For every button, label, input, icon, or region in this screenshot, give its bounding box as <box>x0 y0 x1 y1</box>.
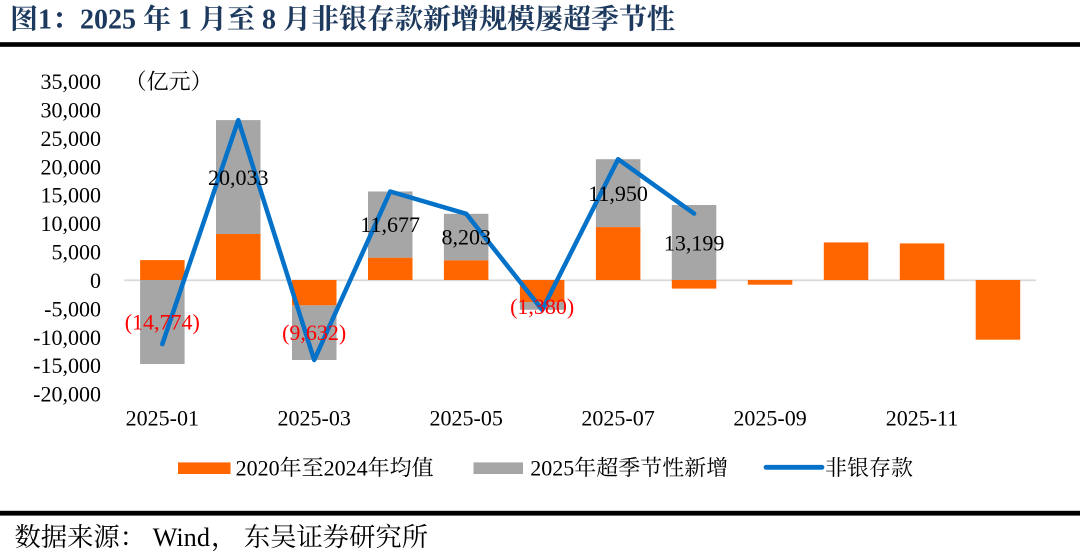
svg-text:(9,632): (9,632) <box>282 320 346 345</box>
svg-text:20,033: 20,033 <box>208 165 269 190</box>
svg-text:2025-05: 2025-05 <box>430 405 503 430</box>
svg-text:10,000: 10,000 <box>41 211 102 236</box>
svg-text:-10,000: -10,000 <box>33 325 101 350</box>
svg-text:15,000: 15,000 <box>41 183 102 208</box>
svg-text:Wind: Wind <box>153 523 210 552</box>
svg-text:(1,380): (1,380) <box>510 294 574 319</box>
svg-text:25,000: 25,000 <box>41 126 102 151</box>
svg-text:35,000: 35,000 <box>41 69 102 94</box>
svg-text:2025-01: 2025-01 <box>126 405 199 430</box>
svg-text:2025-11: 2025-11 <box>886 405 959 430</box>
svg-text:11,677: 11,677 <box>360 212 420 237</box>
svg-text:1: 1 <box>178 5 192 36</box>
svg-text:20,000: 20,000 <box>41 154 102 179</box>
svg-text:2025: 2025 <box>530 455 574 480</box>
svg-text:(14,774): (14,774) <box>125 310 200 335</box>
svg-text:2025-07: 2025-07 <box>581 405 654 430</box>
svg-text:8,203: 8,203 <box>441 224 491 249</box>
svg-text:2025-03: 2025-03 <box>278 405 351 430</box>
svg-text:2020: 2020 <box>236 455 280 480</box>
svg-text:11,950: 11,950 <box>588 181 648 206</box>
svg-text:-5,000: -5,000 <box>44 296 101 321</box>
svg-text:0: 0 <box>90 268 101 293</box>
svg-text:2025: 2025 <box>80 5 136 36</box>
svg-text:13,199: 13,199 <box>664 231 725 256</box>
svg-text:30,000: 30,000 <box>41 97 102 122</box>
svg-text:5,000: 5,000 <box>52 240 102 265</box>
svg-text:1: 1 <box>38 5 52 36</box>
svg-text:2025-09: 2025-09 <box>733 405 806 430</box>
svg-text:-15,000: -15,000 <box>33 353 101 378</box>
svg-text:2024: 2024 <box>324 455 368 480</box>
svg-text:8: 8 <box>262 5 276 36</box>
svg-text:-20,000: -20,000 <box>33 382 101 407</box>
